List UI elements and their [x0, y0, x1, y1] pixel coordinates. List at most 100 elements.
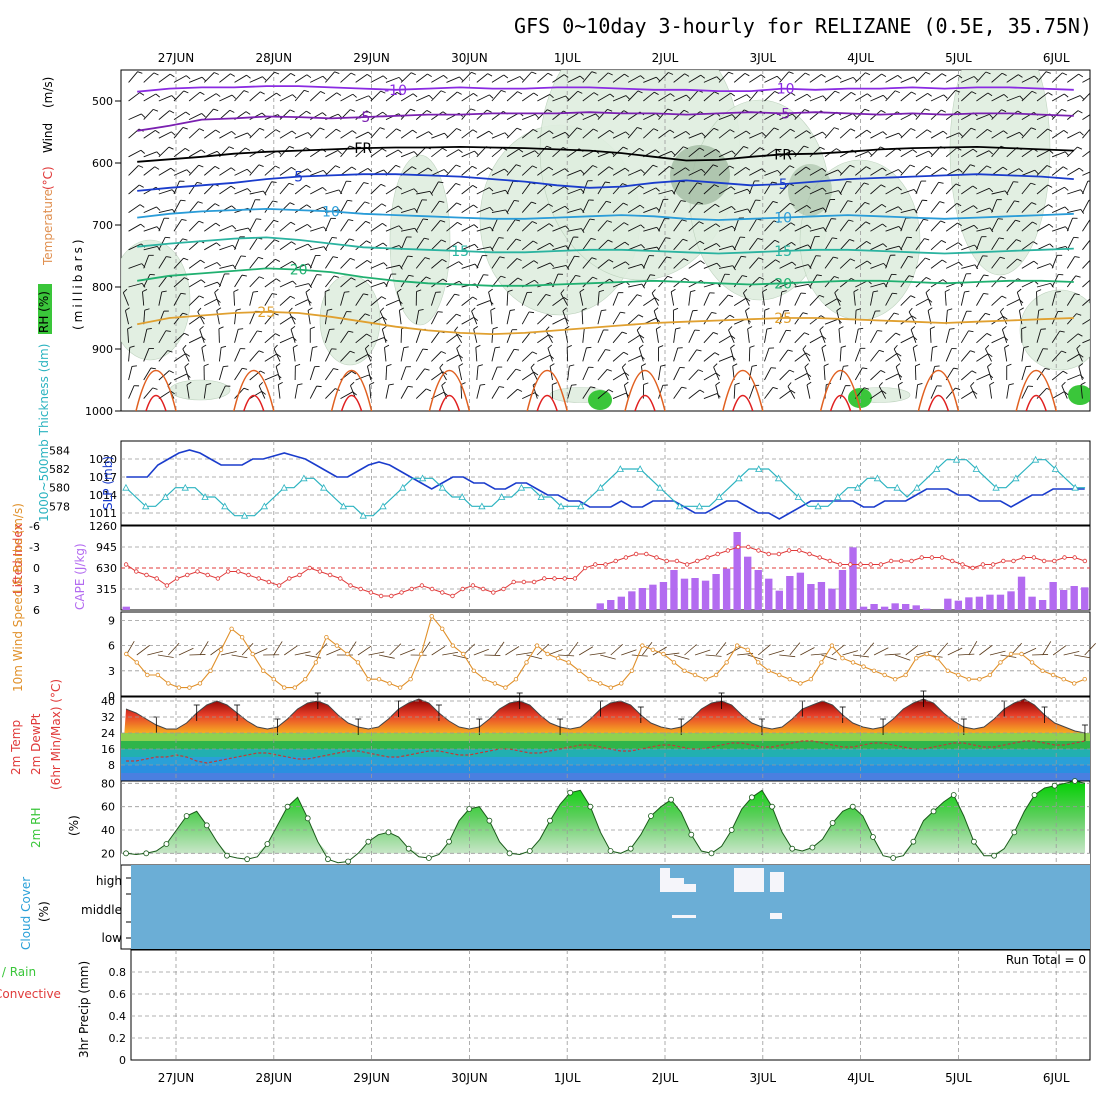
li-marker — [511, 579, 516, 585]
wind-barb — [143, 245, 158, 251]
wind-barb-flag — [1061, 108, 1067, 112]
thickness-marker — [557, 502, 565, 510]
wind-barb-flag — [865, 166, 871, 170]
wind-barb — [658, 199, 664, 213]
wind-barb — [839, 385, 846, 399]
wind-marker — [808, 677, 814, 682]
wind-barb — [173, 293, 182, 306]
wind-barb-flag — [546, 145, 552, 149]
li-marker — [521, 579, 527, 585]
wind-barb — [476, 255, 483, 269]
wind-barb-flag — [1095, 170, 1099, 174]
li-marker — [848, 562, 853, 567]
thickness-tick-label: 580 — [49, 482, 70, 495]
wind-barb — [310, 75, 324, 83]
wind-barb — [1051, 330, 1061, 344]
wind-barb — [446, 293, 455, 306]
surface-wind-barb — [515, 652, 532, 656]
wind-barb — [991, 237, 1000, 251]
wind-barb — [1036, 204, 1049, 213]
wind-barb-flag — [515, 164, 521, 167]
wind-barb-flag — [316, 385, 322, 388]
wind-barb — [718, 355, 733, 362]
wind-barb — [324, 310, 328, 325]
wind-barb — [491, 132, 506, 139]
wind-barb-flag — [971, 91, 977, 95]
wind-barb — [900, 128, 912, 139]
wind-barb-flag — [781, 290, 787, 293]
wind-barb-flag — [623, 202, 629, 206]
wind-barb — [521, 221, 533, 232]
wind-barb-flag — [1001, 109, 1007, 113]
wind-barb — [279, 221, 291, 232]
wind-barb — [307, 310, 311, 325]
wind-barb-flag — [140, 149, 146, 154]
wind-barb-flag — [350, 72, 356, 76]
wind-barb — [1006, 95, 1020, 102]
surface-wind-barb — [684, 644, 697, 656]
wind-barb-flag — [412, 93, 418, 98]
wind-barb-flag — [369, 382, 375, 386]
wind-barb-flag — [549, 94, 554, 99]
wind-barb — [976, 255, 983, 269]
wind-barb — [401, 227, 415, 232]
wind-barb — [839, 92, 852, 102]
wind-barb-flag — [200, 259, 205, 264]
wind-barb-flag — [917, 383, 923, 386]
wind-barb-flag — [273, 344, 278, 350]
wind-barb — [446, 164, 457, 176]
wind-barb-flag — [866, 260, 872, 265]
surface-wind-barb — [905, 644, 919, 656]
wind-barb-flag — [639, 334, 645, 339]
wind-barb-flag — [764, 308, 770, 311]
li-marker — [950, 558, 955, 564]
wind-barb-flag — [457, 221, 462, 226]
wind-barb — [294, 263, 309, 269]
wind-barb-flag — [790, 389, 796, 394]
wind-barb — [340, 391, 354, 399]
wind-marker — [861, 664, 866, 669]
wind-barb-flag — [245, 111, 251, 115]
wind-barb — [900, 217, 907, 232]
wind-barb-flag — [532, 240, 538, 244]
wind-barb-flag — [414, 228, 418, 233]
wind-barb-flag — [515, 219, 521, 222]
isotherm-10 — [137, 207, 1074, 221]
wind-barb-flag — [771, 181, 777, 184]
wind-barb — [325, 256, 334, 269]
wind-barb-flag — [1094, 317, 1098, 320]
wind-barb-flag — [986, 333, 992, 337]
wind-barb — [612, 167, 626, 176]
wind-barb — [870, 184, 882, 195]
wind-marker — [345, 651, 350, 657]
wind-marker — [218, 647, 224, 652]
wind-barb-flag — [258, 381, 263, 387]
hot-contour — [927, 394, 950, 411]
wind-marker — [513, 677, 519, 682]
wind-barb-flag — [892, 292, 898, 295]
isotherm-label: 20 — [774, 276, 792, 292]
wind-barb — [567, 228, 582, 232]
wind-barb — [597, 389, 609, 399]
wind-barb — [839, 128, 851, 139]
surface-wind-barb — [810, 653, 827, 656]
wind-barb — [961, 76, 975, 83]
rh-blob — [389, 154, 451, 326]
surface-wind-barb — [252, 648, 268, 656]
wind-barb — [275, 366, 281, 381]
chart-title: GFS 0~10day 3-hourly for RELIZANE (0.5E,… — [514, 14, 1092, 38]
wind-barb-flag — [403, 346, 409, 349]
wind-barb — [1067, 374, 1081, 381]
wind-barb-flag — [564, 168, 569, 173]
wind-barb — [158, 189, 173, 195]
wind-barb-flag — [276, 353, 281, 358]
wind-barb-flag — [775, 279, 781, 283]
hot-contour — [1025, 394, 1047, 411]
wind-barb — [703, 393, 718, 400]
surface-wind-barb — [1042, 641, 1052, 656]
wind-barb — [809, 95, 824, 102]
wind-barb — [370, 242, 384, 251]
wind-barb-flag — [640, 75, 645, 80]
li-marker — [725, 548, 731, 553]
wind-barb — [915, 257, 926, 269]
